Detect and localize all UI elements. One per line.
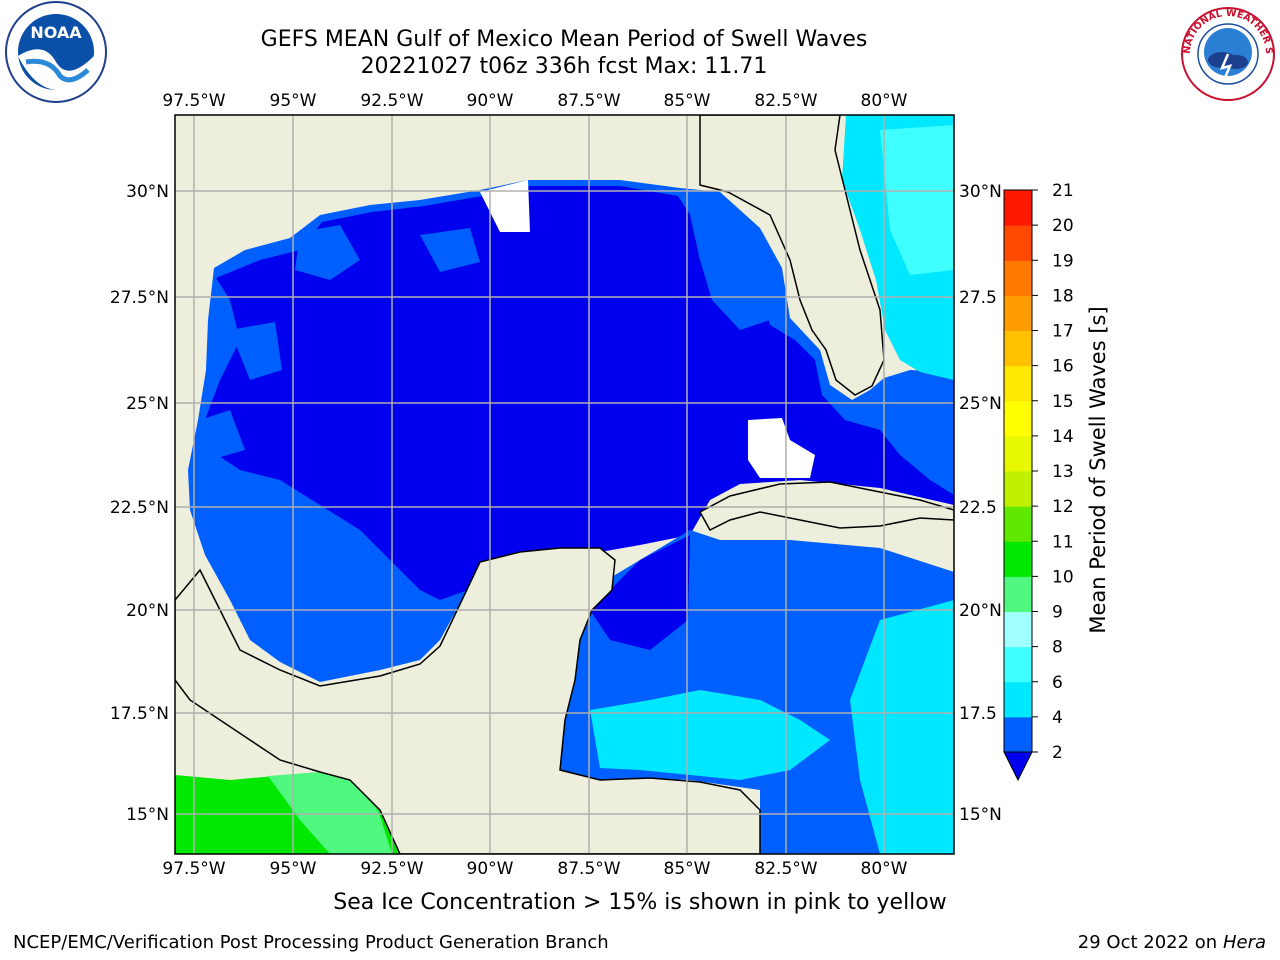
lat-label-left: 27.5°N bbox=[110, 288, 169, 308]
lon-label-top: 82.5°W bbox=[754, 91, 817, 111]
caribbean-east-cyan bbox=[850, 600, 954, 854]
lat-label-left: 20°N bbox=[126, 601, 169, 621]
lon-label-bottom: 97.5°W bbox=[162, 859, 225, 879]
colorbar-tick-label: 10 bbox=[1052, 567, 1074, 587]
lon-label-top: 90°W bbox=[467, 91, 514, 111]
colorbar-tick-label: 2 bbox=[1052, 743, 1063, 763]
footer-branch: NCEP/EMC/Verification Post Processing Pr… bbox=[13, 932, 609, 953]
colorbar-segment bbox=[1004, 541, 1032, 577]
lon-label-top: 85°W bbox=[664, 91, 711, 111]
lat-label-right: 15°N bbox=[959, 805, 1002, 825]
nodata-gulf-north bbox=[480, 180, 530, 232]
colorbar-segment bbox=[1004, 190, 1032, 226]
nws-logo: NATIONAL WEATHER SERVICE bbox=[1178, 4, 1275, 101]
gulf-patch-d bbox=[230, 322, 282, 380]
lat-label-right: 17.5 bbox=[959, 704, 997, 724]
map-frame bbox=[174, 114, 955, 855]
noaa-logo-text: NOAA bbox=[30, 23, 82, 42]
noaa-logo: NOAA bbox=[5, 1, 107, 103]
colorbar-segment bbox=[1004, 716, 1032, 753]
lon-label-bottom: 82.5°W bbox=[754, 859, 817, 879]
pacific-light-green bbox=[268, 772, 392, 854]
colorbar-segment bbox=[1004, 435, 1032, 472]
colorbar-tick-label: 9 bbox=[1052, 603, 1063, 623]
colorbar-tick-label: 13 bbox=[1052, 462, 1074, 482]
sea-ice-note: Sea Ice Concentration > 15% is shown in … bbox=[0, 890, 1280, 915]
colorbar-segment bbox=[1004, 576, 1032, 612]
lat-label-right: 25°N bbox=[959, 394, 1002, 414]
colorbar-tick-label: 6 bbox=[1052, 673, 1063, 693]
colorbar-tick-label: 14 bbox=[1052, 427, 1074, 447]
lon-label-top: 92.5°W bbox=[360, 91, 423, 111]
colorbar-segment bbox=[1004, 260, 1032, 296]
lon-label-bottom: 95°W bbox=[270, 859, 317, 879]
colorbar: 2 4 6 8 9 10 11 12 13 14 15 16 17 18 19 20 21 bbox=[1003, 181, 1074, 782]
colorbar-tick-label: 12 bbox=[1052, 497, 1074, 517]
colorbar-tick-label: 18 bbox=[1052, 286, 1074, 306]
colorbar-segment bbox=[1004, 400, 1032, 437]
colorbar-segment bbox=[1004, 681, 1032, 718]
colorbar-tick-label: 11 bbox=[1052, 532, 1074, 552]
lon-label-bottom: 92.5°W bbox=[360, 859, 423, 879]
colorbar-segment bbox=[1004, 471, 1032, 507]
colorbar-tick-label: 21 bbox=[1052, 181, 1074, 201]
lat-label-right: 27.5 bbox=[959, 288, 997, 308]
gulf-patch-c bbox=[690, 215, 770, 330]
sea-ice-note-text: Sea Ice Concentration > 15% is shown in … bbox=[333, 890, 947, 915]
atlantic-light bbox=[880, 125, 954, 275]
colorbar-tick-label: 4 bbox=[1052, 708, 1063, 728]
cuba-land bbox=[698, 481, 954, 531]
chart-title: GEFS MEAN Gulf of Mexico Mean Period of … bbox=[260, 27, 868, 52]
lat-label-left: 22.5°N bbox=[110, 498, 169, 518]
gulf-patch-b bbox=[420, 228, 480, 272]
colorbar-segment bbox=[1004, 295, 1032, 331]
lat-label-left: 30°N bbox=[126, 182, 169, 202]
colorbar-label: Mean Period of Swell Waves [s] bbox=[1086, 306, 1110, 633]
nodata-bahamas bbox=[748, 418, 815, 478]
colorbar-segment bbox=[1004, 330, 1032, 367]
graticule bbox=[175, 115, 954, 854]
colorbar-tick-label: 8 bbox=[1052, 638, 1063, 658]
lat-label-left: 17.5°N bbox=[110, 704, 169, 724]
lat-label-left: 25°N bbox=[126, 394, 169, 414]
colorbar-tick-label: 19 bbox=[1052, 251, 1074, 271]
colorbar-tick-label: 16 bbox=[1052, 357, 1074, 377]
colorbar-segment bbox=[1004, 506, 1032, 542]
footer-host: Hera bbox=[1222, 932, 1266, 953]
lat-label-right: 30°N bbox=[959, 182, 1002, 202]
footer-date-text: 29 Oct 2022 on bbox=[1077, 932, 1218, 953]
lon-label-top: 80°W bbox=[861, 91, 908, 111]
colorbar-segment bbox=[1004, 225, 1032, 261]
colorbar-tick-label: 20 bbox=[1052, 216, 1074, 236]
colorbar-segment bbox=[1004, 365, 1032, 402]
lon-label-bottom: 87.5°W bbox=[557, 859, 620, 879]
lon-label-top: 95°W bbox=[270, 91, 317, 111]
gulf-patch-e bbox=[200, 410, 245, 460]
florida-land bbox=[699, 115, 885, 396]
colorbar-tick-label: 15 bbox=[1052, 392, 1074, 412]
caribbean-short-period bbox=[590, 535, 690, 650]
gulf-patch-a bbox=[295, 225, 360, 280]
footer-date: 29 Oct 2022 on Hera bbox=[1078, 932, 1266, 953]
lat-label-left: 15°N bbox=[126, 805, 169, 825]
gulf-map: 97.5°W 95°W 92.5°W 90°W 87.5°W 85°W 82.5… bbox=[110, 91, 1110, 879]
lat-label-right: 20°N bbox=[959, 601, 1002, 621]
lon-label-top: 97.5°W bbox=[162, 91, 225, 111]
lon-label-bottom: 85°W bbox=[664, 859, 711, 879]
lon-label-bottom: 80°W bbox=[861, 859, 908, 879]
colorbar-segment bbox=[1004, 611, 1032, 648]
lon-label-top: 87.5°W bbox=[557, 91, 620, 111]
yucatan-land bbox=[175, 547, 761, 854]
lat-label-right: 22.5 bbox=[959, 498, 997, 518]
colorbar-segment bbox=[1004, 646, 1032, 683]
colorbar-extend bbox=[1003, 751, 1033, 782]
lon-label-bottom: 90°W bbox=[467, 859, 514, 879]
chart-subtitle: 20221027 t06z 336h fcst Max: 11.71 bbox=[360, 54, 768, 79]
colorbar-tick-label: 17 bbox=[1052, 322, 1074, 342]
